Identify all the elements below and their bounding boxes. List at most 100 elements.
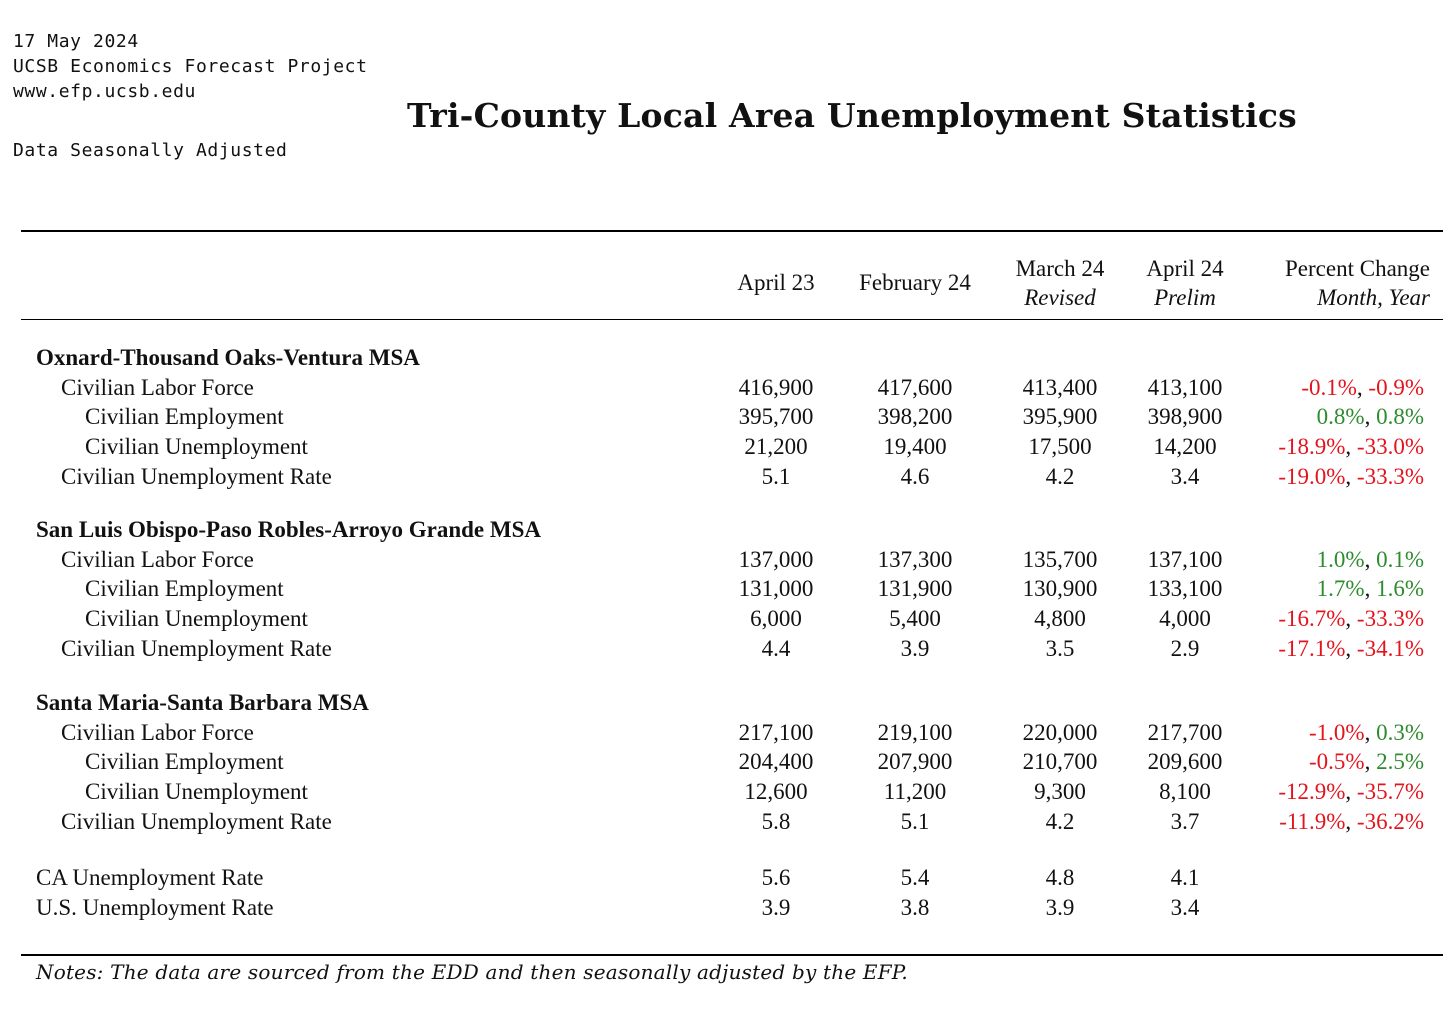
- value-cell: 5.4: [900, 865, 930, 890]
- year-change: -35.7%: [1356, 779, 1424, 805]
- month-change: -19.0%: [1278, 463, 1346, 489]
- value-cell: 3.5: [1045, 635, 1075, 661]
- value-cell: 14,200: [1153, 434, 1217, 460]
- column-header-april-24: April 24 Prelim: [1120, 256, 1250, 311]
- value-cell: 137,100: [1147, 546, 1223, 572]
- row-label: Civilian Employment: [85, 576, 284, 602]
- value-cell: 131,000: [738, 576, 814, 602]
- value-cell: 130,900: [1022, 576, 1098, 602]
- value-cell: 133,100: [1147, 576, 1223, 602]
- percent-change-cell: -16.7%, -33.3%: [1278, 606, 1424, 632]
- table-row: Civilian Unemployment Rate 5.8 5.1 4.2 3.7 -1…: [0, 807, 1456, 837]
- value-cell: 3.4: [1170, 463, 1200, 489]
- value-cell: 137,300: [877, 546, 953, 572]
- section-heading-row: Oxnard-Thousand Oaks-Ventura MSA: [0, 343, 1456, 373]
- page-title: Tri-County Local Area Unemployment Stati…: [407, 96, 1297, 135]
- value-cell: 416,900: [738, 374, 814, 400]
- percent-change-cell: 1.0%, 0.1%: [1316, 546, 1424, 572]
- row-label: Civilian Unemployment Rate: [61, 808, 332, 834]
- value-cell: 2.9: [1170, 635, 1200, 661]
- value-cell: 17,500: [1028, 434, 1092, 460]
- report-header-info: 17 May 2024 UCSB Economics Forecast Proj…: [13, 29, 368, 104]
- value-cell: 413,400: [1022, 374, 1098, 400]
- month-change: -12.9%: [1278, 779, 1346, 805]
- month-change: -1.0%: [1309, 719, 1365, 745]
- row-label: CA Unemployment Rate: [36, 865, 264, 890]
- row-label: U.S. Unemployment Rate: [36, 894, 274, 920]
- percent-change-cell: -0.5%, 2.5%: [1309, 749, 1424, 775]
- value-cell: 4,800: [1034, 606, 1086, 632]
- value-cell: 3.7: [1170, 808, 1200, 834]
- value-cell: 217,700: [1147, 719, 1223, 745]
- value-cell: 5.1: [761, 463, 791, 489]
- month-change: -0.5%: [1309, 749, 1365, 775]
- row-label: Civilian Labor Force: [61, 374, 254, 400]
- value-cell: 395,900: [1022, 404, 1098, 430]
- table-header-rule: [21, 319, 1443, 321]
- table-row: Civilian Unemployment Rate 5.1 4.6 4.2 3.4 -1…: [0, 462, 1456, 492]
- table-notes: Notes: The data are sourced from the EDD…: [36, 960, 908, 984]
- row-label: Civilian Employment: [85, 404, 284, 430]
- year-change: 0.1%: [1376, 546, 1424, 572]
- value-cell: 5.8: [761, 808, 791, 834]
- year-change: -33.3%: [1356, 606, 1424, 632]
- total-rate-row: CA Unemployment Rate 5.6 5.4 4.8 4.1: [0, 863, 1456, 893]
- value-cell: 398,200: [877, 404, 953, 430]
- year-change: 2.5%: [1376, 749, 1424, 775]
- month-change: 0.8%: [1316, 404, 1365, 430]
- month-change: -16.7%: [1278, 606, 1346, 632]
- percent-change-cell: 0.8%, 0.8%: [1316, 404, 1424, 430]
- value-cell: 3.9: [761, 894, 791, 920]
- month-change: -17.1%: [1278, 635, 1346, 661]
- column-subheader-month-year: Month, Year: [1317, 285, 1430, 310]
- value-cell: 5.6: [761, 865, 791, 890]
- value-cell: 417,600: [877, 374, 953, 400]
- percent-change-cell: -12.9%, -35.7%: [1278, 779, 1424, 805]
- year-change: 0.8%: [1376, 404, 1424, 430]
- value-cell: 21,200: [744, 434, 808, 460]
- value-cell: 3.9: [1045, 894, 1075, 920]
- value-cell: 4.1: [1170, 865, 1200, 890]
- value-cell: 8,100: [1159, 779, 1211, 805]
- row-label: Civilian Unemployment Rate: [61, 463, 332, 489]
- value-cell: 413,100: [1147, 374, 1223, 400]
- section-title: Santa Maria-Santa Barbara MSA: [36, 690, 369, 715]
- row-label: Civilian Unemployment: [85, 779, 308, 805]
- percent-change-cell: -19.0%, -33.3%: [1278, 463, 1424, 489]
- section-title: San Luis Obispo-Paso Robles-Arroyo Grand…: [36, 517, 542, 542]
- year-change: 0.3%: [1376, 719, 1424, 745]
- column-subheader-revised: Revised: [1024, 285, 1096, 310]
- row-label: Civilian Labor Force: [61, 719, 254, 745]
- organization-url: www.efp.ucsb.edu: [13, 81, 196, 102]
- month-change: -18.9%: [1278, 434, 1346, 460]
- value-cell: 4.8: [1045, 865, 1075, 890]
- row-label: Civilian Unemployment: [85, 434, 308, 460]
- value-cell: 12,600: [744, 779, 808, 805]
- month-change: -11.9%: [1279, 808, 1346, 834]
- section-heading-row: Santa Maria-Santa Barbara MSA: [0, 688, 1456, 718]
- percent-change-cell: -17.1%, -34.1%: [1278, 635, 1424, 661]
- column-subheader-prelim: Prelim: [1154, 285, 1216, 310]
- table-bottom-rule: [21, 954, 1443, 956]
- value-cell: 4,000: [1159, 606, 1211, 632]
- percent-change-cell: -11.9%, -36.2%: [1279, 808, 1424, 834]
- total-rate-row: U.S. Unemployment Rate 3.9 3.8 3.9 3.4: [0, 893, 1456, 923]
- value-cell: 210,700: [1022, 749, 1098, 775]
- column-header-april-23: April 23: [737, 270, 815, 295]
- value-cell: 4.4: [761, 635, 791, 661]
- value-cell: 3.9: [900, 635, 930, 661]
- year-change: 1.6%: [1376, 576, 1424, 602]
- seasonal-adjustment-note: Data Seasonally Adjusted: [13, 140, 288, 161]
- value-cell: 4.6: [900, 463, 930, 489]
- value-cell: 3.4: [1170, 894, 1200, 920]
- value-cell: 5.1: [900, 808, 930, 834]
- value-cell: 3.8: [900, 894, 930, 920]
- value-cell: 209,600: [1147, 749, 1223, 775]
- month-change: -0.1%: [1301, 374, 1357, 400]
- table-row: Civilian Employment 131,000 131,900 130,900…: [0, 574, 1456, 604]
- row-label: Civilian Unemployment Rate: [61, 635, 332, 661]
- value-cell: 395,700: [738, 404, 814, 430]
- report-date: 17 May 2024: [13, 31, 139, 52]
- value-cell: 137,000: [738, 546, 814, 572]
- table-row: Civilian Employment 204,400 207,900 210,700…: [0, 747, 1456, 777]
